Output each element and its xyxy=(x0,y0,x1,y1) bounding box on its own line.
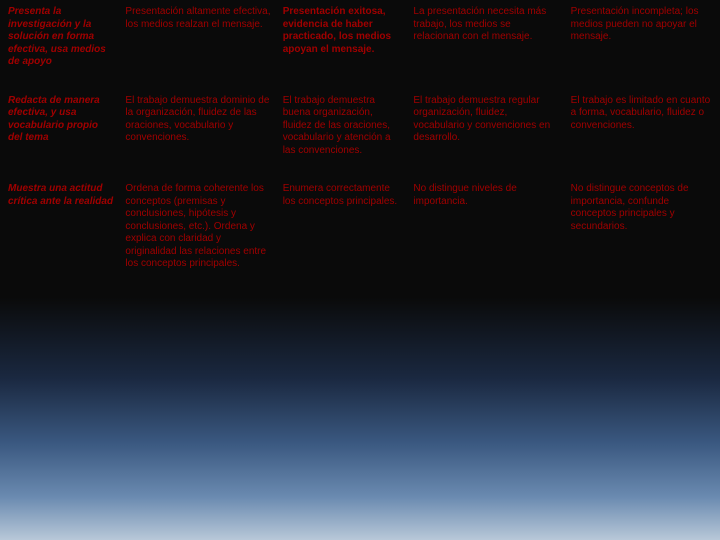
rubric-row: Redacta de manera efectiva, y usa vocabu… xyxy=(0,89,720,178)
criterion-cell: Muestra una actitud crítica ante la real… xyxy=(0,177,117,291)
level-cell: Enumera correctamente los conceptos prin… xyxy=(275,177,406,291)
level-cell: No distingue conceptos de importancia, c… xyxy=(563,177,720,291)
level-cell: Ordena de forma coherente los conceptos … xyxy=(117,177,274,291)
level-cell: Presentación exitosa, evidencia de haber… xyxy=(275,0,406,89)
level-cell: Presentación incompleta; los medios pued… xyxy=(563,0,720,89)
level-cell: No distingue niveles de importancia. xyxy=(405,177,562,291)
rubric-row: Presenta la investigación y la solución … xyxy=(0,0,720,89)
rubric-row: Muestra una actitud crítica ante la real… xyxy=(0,177,720,291)
level-cell: Presentación altamente efectiva, los med… xyxy=(117,0,274,89)
criterion-cell: Redacta de manera efectiva, y usa vocabu… xyxy=(0,89,117,178)
level-cell: El trabajo es limitado en cuanto a forma… xyxy=(563,89,720,178)
level-cell: La presentación necesita más trabajo, lo… xyxy=(405,0,562,89)
criterion-cell: Presenta la investigación y la solución … xyxy=(0,0,117,89)
level-cell: El trabajo demuestra buena organización,… xyxy=(275,89,406,178)
level-cell: El trabajo demuestra dominio de la organ… xyxy=(117,89,274,178)
level-cell: El trabajo demuestra regular organizació… xyxy=(405,89,562,178)
rubric-table: Presenta la investigación y la solución … xyxy=(0,0,720,291)
